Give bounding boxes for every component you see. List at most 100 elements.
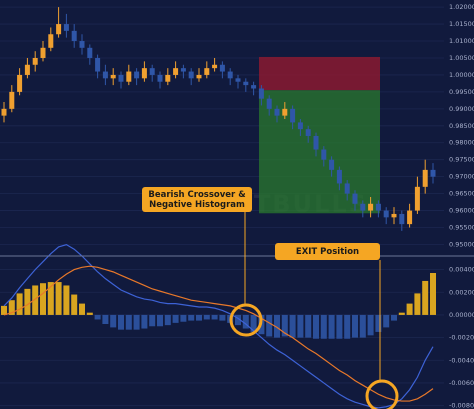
histogram-bar bbox=[219, 314, 226, 321]
candle-body bbox=[157, 74, 163, 82]
candle-body bbox=[40, 47, 46, 58]
y-tick-label: 0.00200 bbox=[449, 288, 474, 296]
candle-body bbox=[204, 68, 210, 75]
candle-body bbox=[414, 186, 420, 211]
stop-zone bbox=[259, 56, 380, 91]
candle-body bbox=[305, 129, 311, 136]
candle-body bbox=[126, 71, 132, 82]
y-tick-label: 0.97000 bbox=[449, 173, 474, 181]
histogram-bar bbox=[118, 314, 124, 330]
candle-body bbox=[360, 203, 366, 211]
candle-body bbox=[56, 24, 62, 35]
candle-body bbox=[9, 91, 15, 109]
candle-body bbox=[165, 74, 171, 82]
annotation-circle bbox=[365, 379, 399, 409]
histogram-bar bbox=[94, 314, 101, 320]
histogram-bar bbox=[40, 283, 46, 315]
candle-body bbox=[141, 68, 147, 79]
histogram-bar bbox=[305, 314, 312, 338]
candle-body bbox=[297, 122, 303, 130]
candle-body bbox=[422, 169, 428, 187]
histogram-bar bbox=[414, 293, 421, 315]
candle-body bbox=[102, 71, 108, 79]
histogram-bar bbox=[242, 314, 249, 329]
candle-body bbox=[79, 41, 85, 48]
histogram-bar bbox=[274, 314, 280, 338]
candle-body bbox=[63, 24, 69, 31]
y-tick-label: 0.96000 bbox=[449, 207, 474, 215]
candle-body bbox=[95, 57, 101, 72]
histogram-bar bbox=[328, 314, 335, 339]
histogram-bar bbox=[289, 314, 296, 338]
histogram-bar bbox=[203, 314, 210, 320]
candle-body bbox=[375, 203, 381, 211]
y-tick-label: 0.97500 bbox=[449, 156, 474, 164]
candle-body bbox=[243, 81, 249, 86]
y-tick-label: 0.95000 bbox=[449, 240, 474, 248]
histogram-bar bbox=[110, 314, 117, 328]
candle-body bbox=[188, 71, 194, 79]
candle-body bbox=[180, 68, 186, 72]
annotations: Bearish Crossover &Negative Histogram EXI… bbox=[142, 187, 399, 409]
candle-body bbox=[383, 210, 389, 218]
histogram-bar bbox=[125, 314, 132, 330]
annotation-box bbox=[275, 243, 380, 260]
y-tick-label: 0.99500 bbox=[449, 88, 474, 96]
histogram-bar bbox=[24, 288, 31, 315]
candle-body bbox=[212, 64, 218, 69]
y-tick-label: 1.01500 bbox=[449, 20, 474, 28]
y-tick-label: -0.00200 bbox=[449, 334, 474, 342]
y-tick-label: 0.95500 bbox=[449, 224, 474, 232]
histogram-bar bbox=[79, 303, 85, 315]
histogram-bar bbox=[32, 285, 39, 315]
histogram-bar bbox=[281, 314, 288, 337]
indicator-line bbox=[3, 265, 434, 402]
histogram-bar bbox=[149, 314, 156, 327]
candle-body bbox=[134, 71, 140, 79]
histogram-bar bbox=[196, 314, 202, 321]
y-tick-label: 1.02000 bbox=[449, 3, 474, 11]
y-tick-label: 0.98000 bbox=[449, 139, 474, 147]
y-tick-label: 0.99000 bbox=[449, 105, 474, 113]
histogram-bar bbox=[383, 314, 390, 328]
histogram-bar bbox=[157, 314, 163, 327]
histogram-bar bbox=[188, 314, 195, 321]
histogram-bar bbox=[8, 300, 15, 315]
candle-body bbox=[258, 88, 264, 99]
candle-body bbox=[219, 64, 225, 72]
histogram-bar bbox=[102, 314, 109, 324]
histogram-bar bbox=[211, 314, 218, 320]
histogram-bar bbox=[164, 314, 171, 326]
candle-body bbox=[196, 74, 202, 79]
histogram-bar bbox=[266, 314, 273, 337]
y-tick-label: 1.00500 bbox=[449, 54, 474, 62]
y-tick-label: 0.00000 bbox=[449, 311, 474, 319]
candle-body bbox=[430, 169, 436, 177]
candle-body bbox=[399, 213, 405, 225]
histogram-bar bbox=[235, 314, 241, 326]
histogram-bar bbox=[313, 314, 319, 339]
candle-body bbox=[344, 183, 350, 194]
candle-body bbox=[48, 34, 54, 48]
candle-body bbox=[87, 47, 93, 58]
histogram-bar bbox=[16, 293, 23, 315]
annotation-text: Negative Histogram bbox=[149, 200, 245, 210]
annotation-circle bbox=[229, 303, 263, 337]
candle-body bbox=[329, 159, 335, 170]
candle-body bbox=[282, 108, 288, 116]
histogram-bar bbox=[422, 280, 429, 315]
y-tick-label: 0.00400 bbox=[449, 266, 474, 274]
y-tick-label: 1.00000 bbox=[449, 71, 474, 79]
candle-body bbox=[17, 74, 23, 92]
candle-body bbox=[24, 64, 30, 75]
candle-body bbox=[118, 74, 124, 82]
histogram-bar bbox=[47, 282, 54, 315]
candle-body bbox=[1, 108, 7, 116]
candle-body bbox=[149, 68, 155, 75]
histogram-bar bbox=[141, 314, 148, 329]
histogram-bar bbox=[430, 273, 436, 315]
indicator-line bbox=[3, 244, 434, 409]
candle-body bbox=[290, 108, 296, 123]
histogram-bar bbox=[250, 314, 257, 332]
